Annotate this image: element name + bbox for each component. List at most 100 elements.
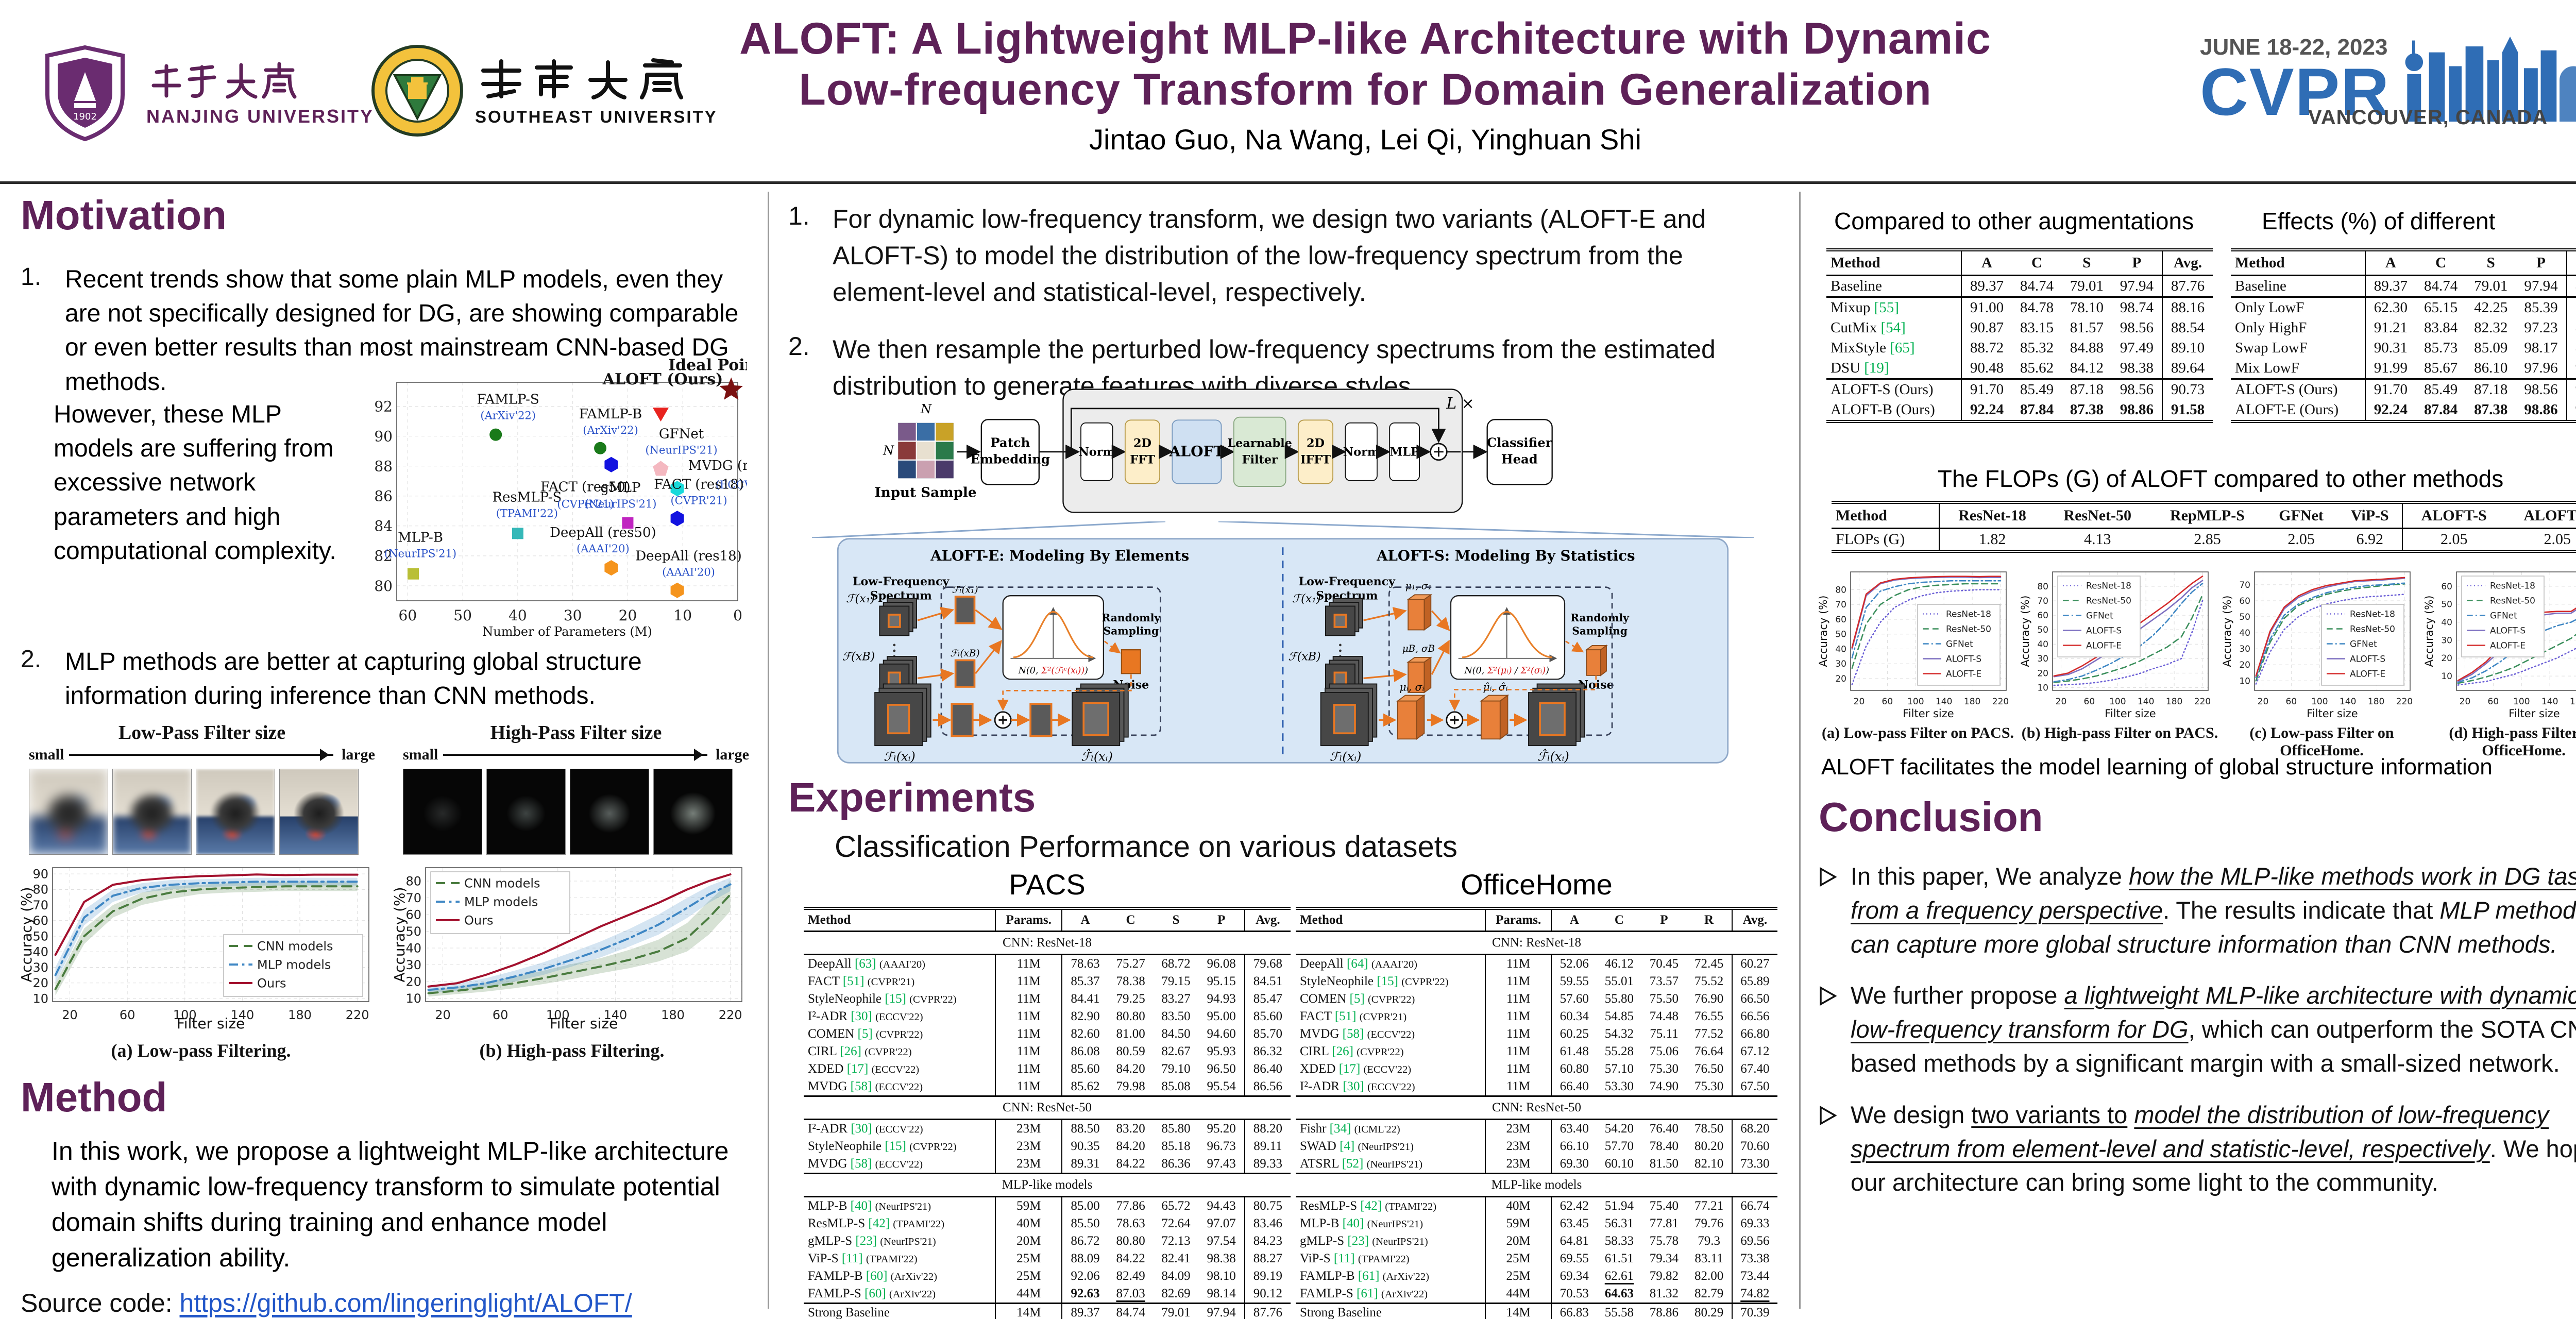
table-cell: 75.06 — [1649, 1044, 1679, 1058]
table-cell: 61.48 — [1560, 1044, 1589, 1058]
table-cell: I²-ADR [30] (ECCV'22) — [804, 1119, 996, 1138]
svg-text:10: 10 — [32, 991, 48, 1006]
table-cell: 11M — [995, 1043, 1063, 1060]
table-cell: 85.50 — [1071, 1216, 1100, 1230]
table-cell: 76.40 — [1649, 1122, 1679, 1136]
svg-text:GFNet: GFNet — [2490, 611, 2517, 621]
table-cell: Only HighF — [2231, 318, 2366, 338]
group-header-row: CNN: ResNet-50 — [804, 1095, 1291, 1120]
table-row: Swap LowF 90.31 85.73 85.09 98.1789.82 — [2231, 338, 2576, 358]
table-cell: 89.11 — [1253, 1139, 1282, 1153]
table-cell: 82.79 — [1686, 1285, 1733, 1304]
table-cell: FAMLP-B [60] (ArXiv'22) — [804, 1267, 996, 1285]
aloft-e-title: ALOFT-E: Modeling By Elements — [930, 547, 1189, 564]
svg-text:Filter size: Filter size — [1903, 707, 1954, 720]
svg-text:140: 140 — [2340, 697, 2356, 707]
classifier-head-box: Classifier — [1487, 435, 1553, 450]
table-row: Strong Baseline 14M 66.83 55.58 78.86 80.29 70… — [1296, 1303, 1777, 1319]
table-row: Strong Baseline 14M 89.37 84.74 79.01 97.94 87… — [804, 1303, 1291, 1319]
svg-text:100: 100 — [2513, 697, 2530, 707]
column-header: S — [2061, 251, 2112, 276]
table-cell: 98.10 — [1198, 1267, 1245, 1285]
table-cell: 66.40 — [1560, 1079, 1589, 1093]
table-cell: 64.81 — [1560, 1234, 1589, 1248]
column-header: C — [1108, 910, 1154, 932]
table-cell: 96.73 — [1198, 1138, 1245, 1155]
svg-text:Accuracy (%): Accuracy (%) — [361, 350, 402, 353]
experiments-heading: Experiments — [788, 774, 1036, 820]
table-cell: DSU [19] — [1826, 358, 1962, 379]
svg-text:N(0, Σ²(μᵢ) / Σ²(σᵢ)): N(0, Σ²(μᵢ) / Σ²(σᵢ)) — [1464, 666, 1549, 676]
table-cell: 88.20 — [1253, 1122, 1282, 1136]
highpass-accuracy-chart: 20 60 100 140 180 220 10 20 30 40 50 60 70 80 Filter s… — [391, 861, 749, 1034]
column-header: P — [2111, 251, 2163, 276]
svg-text:ALOFT-E: ALOFT-E — [1946, 669, 1981, 680]
svg-text:Accuracy (%): Accuracy (%) — [2223, 596, 2233, 667]
column-header: Params. — [995, 910, 1063, 932]
svg-text:90: 90 — [32, 867, 48, 881]
table-cell: 1.82 — [1978, 531, 2006, 548]
table-cell: 84.12 — [2070, 360, 2104, 376]
table-cell: 87.84 — [2424, 401, 2458, 418]
column-header: Avg. — [2566, 251, 2576, 276]
table-cell: MVDG [58] (ECCV'22) — [804, 1155, 996, 1174]
lowpass-image-3 — [196, 769, 275, 855]
table-cell: 85.73 — [2424, 340, 2458, 356]
table-cell: 74.90 — [1649, 1079, 1679, 1093]
column-header: C — [2012, 251, 2062, 276]
svg-text:30: 30 — [2441, 635, 2452, 646]
table-cell: 87.76 — [2171, 278, 2205, 294]
table-cell: 85.08 — [1161, 1079, 1191, 1093]
svg-text:180: 180 — [2368, 697, 2384, 707]
table-row: StyleNeophile [15] (CVPR'22) 11M 84.41 79.2… — [804, 990, 1291, 1008]
table-cell: 11M — [995, 1060, 1063, 1078]
table-cell: 86.72 — [1071, 1234, 1100, 1248]
highpass-image-3 — [570, 769, 649, 855]
table-cell: FACT [51] (CVPR'21) — [1296, 1008, 1486, 1025]
source-code-link[interactable]: https://github.com/lingeringlight/ALOFT/ — [179, 1289, 632, 1317]
svg-text:Sampling: Sampling — [1104, 625, 1159, 637]
filter-plot-b: 20 60 100 140 180 220 10 20 30 40 50 60 70 80 Filter s… — [2019, 566, 2215, 723]
table-row: XDED [17] (ECCV'22) 11M 85.60 84.20 79.10 96.… — [804, 1060, 1291, 1078]
column-divider-1 — [768, 192, 769, 1309]
table-cell: 80.20 — [1686, 1138, 1733, 1155]
svg-text:GFNet: GFNet — [2350, 639, 2377, 650]
table-row: MLP-B [40] (NeurIPS'21) 59M 63.45 56.31 77.8… — [1296, 1215, 1777, 1232]
table-cell: 78.86 — [1641, 1303, 1687, 1319]
table-cell: 97.49 — [2111, 338, 2163, 358]
table-cell: 79.01 — [2070, 278, 2104, 294]
table-cell: Mixup [55] — [1826, 296, 1962, 318]
table-row: COMEN [5] (CVPR'22) 11M 82.60 81.00 84.50 94.… — [804, 1025, 1291, 1043]
vancouver-skyline-icon — [2405, 36, 2576, 122]
table-cell: 78.63 — [1116, 1216, 1145, 1230]
svg-text:50: 50 — [453, 607, 472, 624]
svg-text:50: 50 — [405, 924, 421, 939]
table-cell: 44M — [1485, 1285, 1552, 1304]
small-label: small — [403, 746, 438, 763]
table-cell: 82.90 — [1071, 1009, 1100, 1023]
table-cell: 25M — [1485, 1267, 1552, 1285]
table-cell: 60.34 — [1560, 1009, 1589, 1023]
experiments-subtitle: Classification Performance on various da… — [835, 830, 1458, 864]
table-cell: 84.22 — [1116, 1157, 1145, 1171]
table-cell: 96.50 — [1198, 1060, 1245, 1078]
table-row: FAMLP-B [60] (ArXiv'22) 25M 92.06 82.49 84.0… — [804, 1267, 1291, 1285]
conclusion-bullet-3: We design two variants to model the dist… — [1819, 1098, 2576, 1199]
svg-text:70: 70 — [1835, 600, 1846, 610]
svg-text:Head: Head — [1501, 451, 1538, 466]
table-cell: CIRL [26] (CVPR'22) — [1296, 1043, 1486, 1060]
table-cell: 11M — [995, 954, 1063, 973]
learnable-filter-box: Learnable — [1227, 437, 1292, 450]
table-row: SWAD [4] (NeurIPS'21) 23M 66.10 57.70 78.40 8… — [1296, 1138, 1777, 1155]
table-cell: 2.05 — [2287, 531, 2315, 548]
svg-text:220: 220 — [2194, 697, 2211, 707]
table-cell: 91.70 — [2365, 378, 2416, 400]
table-cell: 82.60 — [1071, 1027, 1100, 1041]
table-cell: 23M — [995, 1138, 1063, 1155]
table-row: ALOFT-B (Ours) 92.24 87.84 87.38 98.86 91.58 — [1826, 400, 2213, 420]
svg-text:20: 20 — [2258, 697, 2269, 707]
table-cell: 90.35 — [1071, 1139, 1100, 1153]
table-cell: 77.81 — [1649, 1216, 1679, 1230]
table-cell: 59M — [995, 1196, 1063, 1215]
